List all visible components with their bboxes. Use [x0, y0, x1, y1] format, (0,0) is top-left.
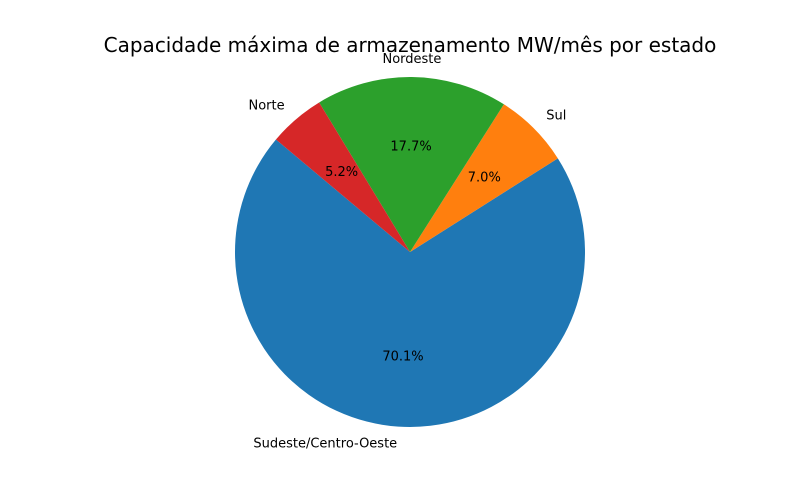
pie-pct-label-norte: 5.2%	[325, 165, 358, 180]
pie-labels: 70.1% Sudeste/Centro-Oeste 7.0% Sul 17.7% Nor…	[248, 52, 566, 452]
pie-pct-label-nordeste: 17.7%	[390, 140, 431, 155]
pie-slice-sul	[410, 104, 558, 253]
pie-category-label-sul: Sul	[546, 108, 566, 123]
pie-category-label-nordeste: Nordeste	[382, 52, 441, 67]
pie-pct-label-sudeste-centro-oeste: 70.1%	[382, 349, 423, 364]
pie-slice-sudeste-centro-oeste	[235, 139, 586, 428]
pie-category-label-sudeste-centro-oeste: Sudeste/Centro-Oeste	[253, 437, 397, 452]
chart-title: Capacidade máxima de armazenamento MW/mê…	[104, 33, 717, 57]
pie-category-label-norte: Norte	[248, 98, 284, 113]
pie-pct-label-sul: 7.0%	[468, 170, 501, 185]
pie-slices	[235, 77, 586, 428]
pie-slice-norte	[275, 102, 410, 252]
pie-slice-nordeste	[319, 77, 504, 252]
